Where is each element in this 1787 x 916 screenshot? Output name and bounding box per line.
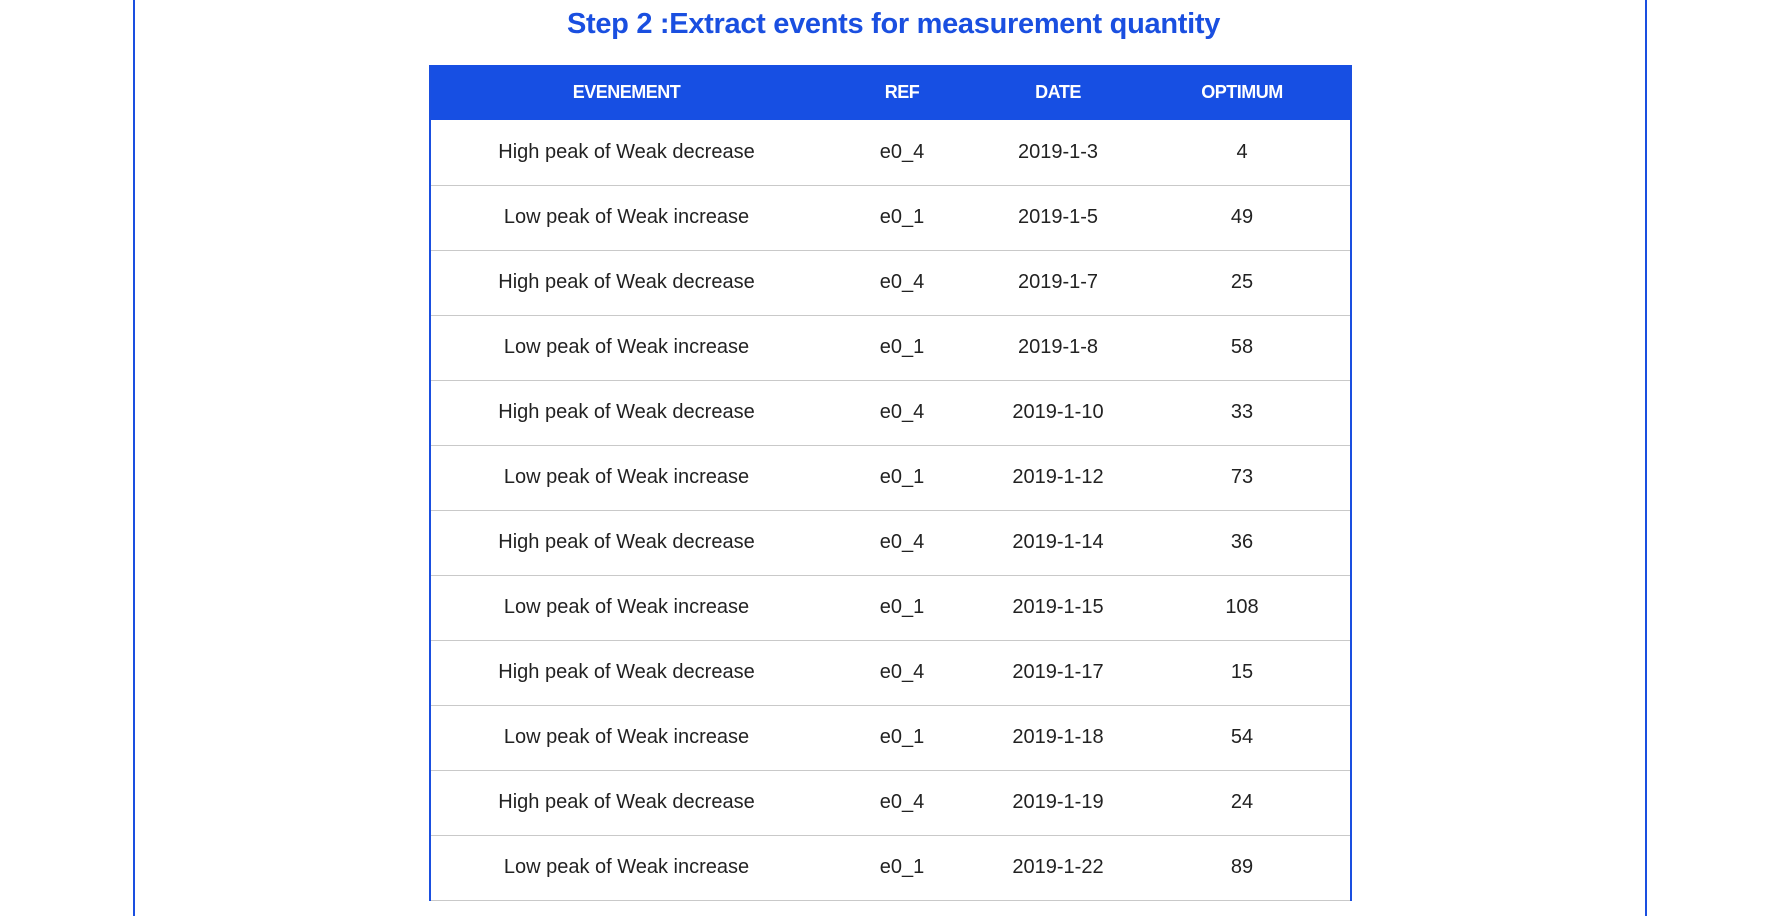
- cell-date: 2019-1-3: [1017, 140, 1099, 163]
- cell-ref: e0_4: [879, 140, 925, 163]
- table-row: Low peak of Weak increase e0_1 2019-1-18…: [431, 705, 1350, 770]
- cell-ref: e0_1: [879, 856, 925, 878]
- cell-ref: e0_4: [879, 401, 925, 423]
- cell-optimum: 58: [1230, 336, 1254, 358]
- cell-evenement: Low peak of Weak increase: [503, 726, 750, 748]
- table-row: High peak of Weak decrease e0_4 2019-1-1…: [431, 380, 1350, 445]
- cell-ref: e0_4: [879, 531, 925, 553]
- cell-ref: e0_4: [879, 661, 925, 683]
- cell-evenement: High peak of Weak decrease: [498, 661, 755, 683]
- table-row: Low peak of Weak increase e0_1 2019-1-15…: [431, 575, 1350, 640]
- cell-evenement: Low peak of Weak increase: [503, 856, 750, 878]
- cell-optimum: 33: [1230, 401, 1254, 423]
- table-row: High peak of Weak decrease e0_4 2019-1-1…: [431, 510, 1350, 575]
- table-row: High peak of Weak decrease e0_4 2019-1-1…: [431, 640, 1350, 705]
- cell-evenement: High peak of Weak decrease: [498, 531, 755, 553]
- cell-evenement: High peak of Weak decrease: [498, 140, 755, 163]
- cell-evenement: Low peak of Weak increase: [503, 336, 750, 358]
- column-header-date[interactable]: DATE: [1035, 82, 1081, 102]
- table-row: Low peak of Weak increase e0_1 2019-1-8 …: [431, 315, 1350, 380]
- page-frame: [133, 0, 1647, 916]
- cell-date: 2019-1-12: [1012, 466, 1104, 488]
- cell-ref: e0_4: [879, 271, 925, 293]
- cell-date: 2019-1-10: [1012, 401, 1104, 423]
- cell-date: 2019-1-18: [1012, 726, 1104, 748]
- table-row: Low peak of Weak increase e0_1 2019-1-12…: [431, 445, 1350, 510]
- cell-evenement: High peak of Weak decrease: [498, 271, 755, 293]
- cell-optimum: 108: [1225, 596, 1259, 618]
- events-table-container: EVENEMENT REF DATE OPTIMUM High peak of …: [429, 65, 1352, 901]
- cell-date: 2019-1-17: [1012, 661, 1104, 683]
- events-table: EVENEMENT REF DATE OPTIMUM High peak of …: [431, 65, 1350, 901]
- cell-date: 2019-1-22: [1012, 856, 1104, 878]
- cell-date: 2019-1-7: [1017, 271, 1099, 293]
- table-row: High peak of Weak decrease e0_4 2019-1-3…: [431, 120, 1350, 185]
- cell-optimum: 89: [1230, 856, 1254, 878]
- cell-optimum: 36: [1230, 531, 1254, 553]
- cell-ref: e0_1: [879, 336, 925, 358]
- column-header-ref[interactable]: REF: [884, 82, 920, 102]
- cell-ref: e0_1: [879, 466, 925, 488]
- cell-optimum: 15: [1230, 661, 1254, 683]
- cell-optimum: 49: [1230, 206, 1254, 228]
- cell-evenement: Low peak of Weak increase: [503, 466, 750, 488]
- cell-date: 2019-1-8: [1017, 336, 1099, 358]
- column-header-evenement[interactable]: EVENEMENT: [572, 82, 681, 102]
- cell-optimum: 4: [1236, 140, 1248, 163]
- cell-date: 2019-1-5: [1017, 206, 1099, 228]
- cell-optimum: 73: [1230, 466, 1254, 488]
- cell-optimum: 24: [1230, 791, 1254, 813]
- cell-optimum: 25: [1230, 271, 1254, 293]
- cell-optimum: 54: [1230, 726, 1254, 748]
- table-row: High peak of Weak decrease e0_4 2019-1-7…: [431, 250, 1350, 315]
- cell-date: 2019-1-15: [1012, 596, 1104, 618]
- table-row: Low peak of Weak increase e0_1 2019-1-22…: [431, 835, 1350, 900]
- column-header-optimum[interactable]: OPTIMUM: [1201, 82, 1283, 102]
- cell-ref: e0_1: [879, 726, 925, 748]
- cell-ref: e0_1: [879, 206, 925, 228]
- table-row: High peak of Weak decrease e0_4 2019-1-1…: [431, 770, 1350, 835]
- cell-evenement: Low peak of Weak increase: [503, 596, 750, 618]
- cell-ref: e0_1: [879, 596, 925, 618]
- table-row: Low peak of Weak increase e0_1 2019-1-5 …: [431, 185, 1350, 250]
- page-title: Step 2 :Extract events for measurement q…: [566, 8, 1221, 40]
- cell-evenement: High peak of Weak decrease: [498, 791, 755, 813]
- table-header-row: EVENEMENT REF DATE OPTIMUM: [431, 65, 1350, 120]
- cell-date: 2019-1-19: [1012, 791, 1104, 813]
- cell-evenement: Low peak of Weak increase: [503, 206, 750, 228]
- cell-ref: e0_4: [879, 791, 925, 813]
- cell-date: 2019-1-14: [1012, 531, 1104, 553]
- cell-evenement: High peak of Weak decrease: [498, 401, 755, 423]
